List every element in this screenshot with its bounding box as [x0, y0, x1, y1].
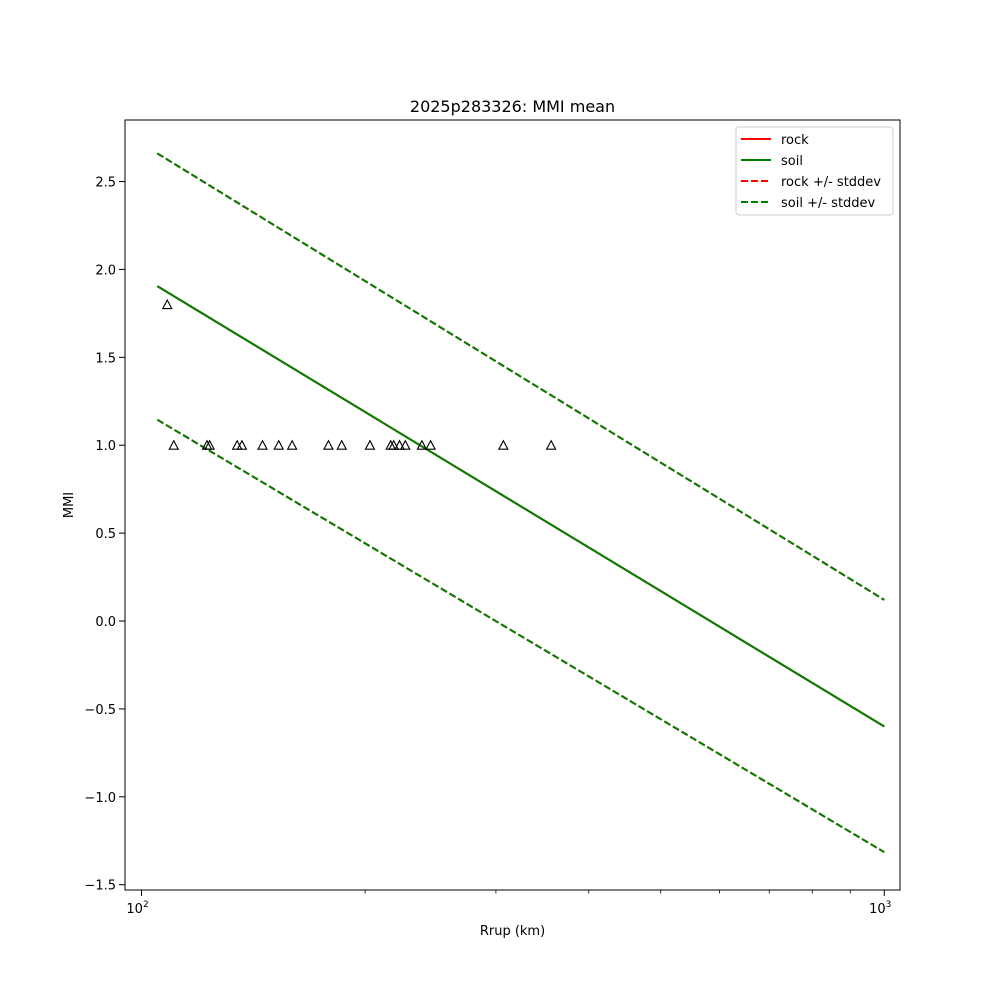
- y-axis-label: MMI: [62, 492, 77, 518]
- series-layer: [156, 152, 885, 854]
- y-tick-label: 2.5: [95, 176, 116, 191]
- y-tick-label: 1.5: [95, 351, 116, 366]
- x-axis-label: Rrup (km): [480, 924, 545, 939]
- series-line-soil-stddev-4: [156, 152, 885, 601]
- legend-box: [735, 126, 894, 216]
- observation-marker: [168, 439, 180, 450]
- x-tick-label: 103: [869, 900, 891, 917]
- series-line-soil-stddev-5: [156, 418, 885, 854]
- y-tick-label: −1.5: [84, 879, 116, 894]
- y-tick-label: 0.5: [95, 527, 116, 542]
- observation-marker: [364, 439, 376, 450]
- marker-layer: [161, 298, 557, 450]
- observation-marker: [399, 439, 411, 450]
- observation-marker: [286, 439, 298, 450]
- y-axis: −1.5 −1.0 −0.5 0.0 0.5 1.0 1.5 2.0 2.5: [84, 176, 125, 894]
- legend-label: rock: [781, 133, 809, 148]
- legend-label: rock +/- stddev: [781, 175, 881, 190]
- plot-area: [125, 120, 900, 890]
- y-tick-label: 2.0: [95, 263, 116, 278]
- observation-marker: [497, 439, 509, 450]
- y-tick-label: −0.5: [84, 703, 116, 718]
- observation-marker: [336, 439, 348, 450]
- observation-marker: [273, 439, 285, 450]
- observation-marker: [425, 439, 436, 450]
- x-axis: 102 103: [126, 890, 891, 917]
- observation-marker: [388, 439, 400, 450]
- chart-title: 2025p283326: MMI mean: [410, 97, 615, 116]
- observation-marker: [257, 439, 268, 450]
- legend-label: soil: [781, 154, 803, 169]
- observation-marker: [545, 439, 557, 450]
- y-tick-label: 1.0: [95, 439, 116, 454]
- series-line-soil-1: [156, 285, 885, 728]
- observation-marker: [394, 439, 405, 450]
- observation-marker: [323, 439, 334, 450]
- y-tick-label: 0.0: [95, 615, 116, 630]
- observation-marker: [161, 298, 173, 310]
- plot-frame: [124, 119, 901, 891]
- observation-marker: [236, 439, 248, 450]
- legend: rock soil rock +/- stddev soil +/- stddev: [735, 126, 894, 216]
- observation-marker: [204, 439, 216, 450]
- y-tick-label: −1.0: [84, 791, 116, 806]
- legend-label: soil +/- stddev: [781, 196, 876, 211]
- observation-marker: [416, 439, 428, 450]
- x-tick-label: 102: [126, 900, 148, 917]
